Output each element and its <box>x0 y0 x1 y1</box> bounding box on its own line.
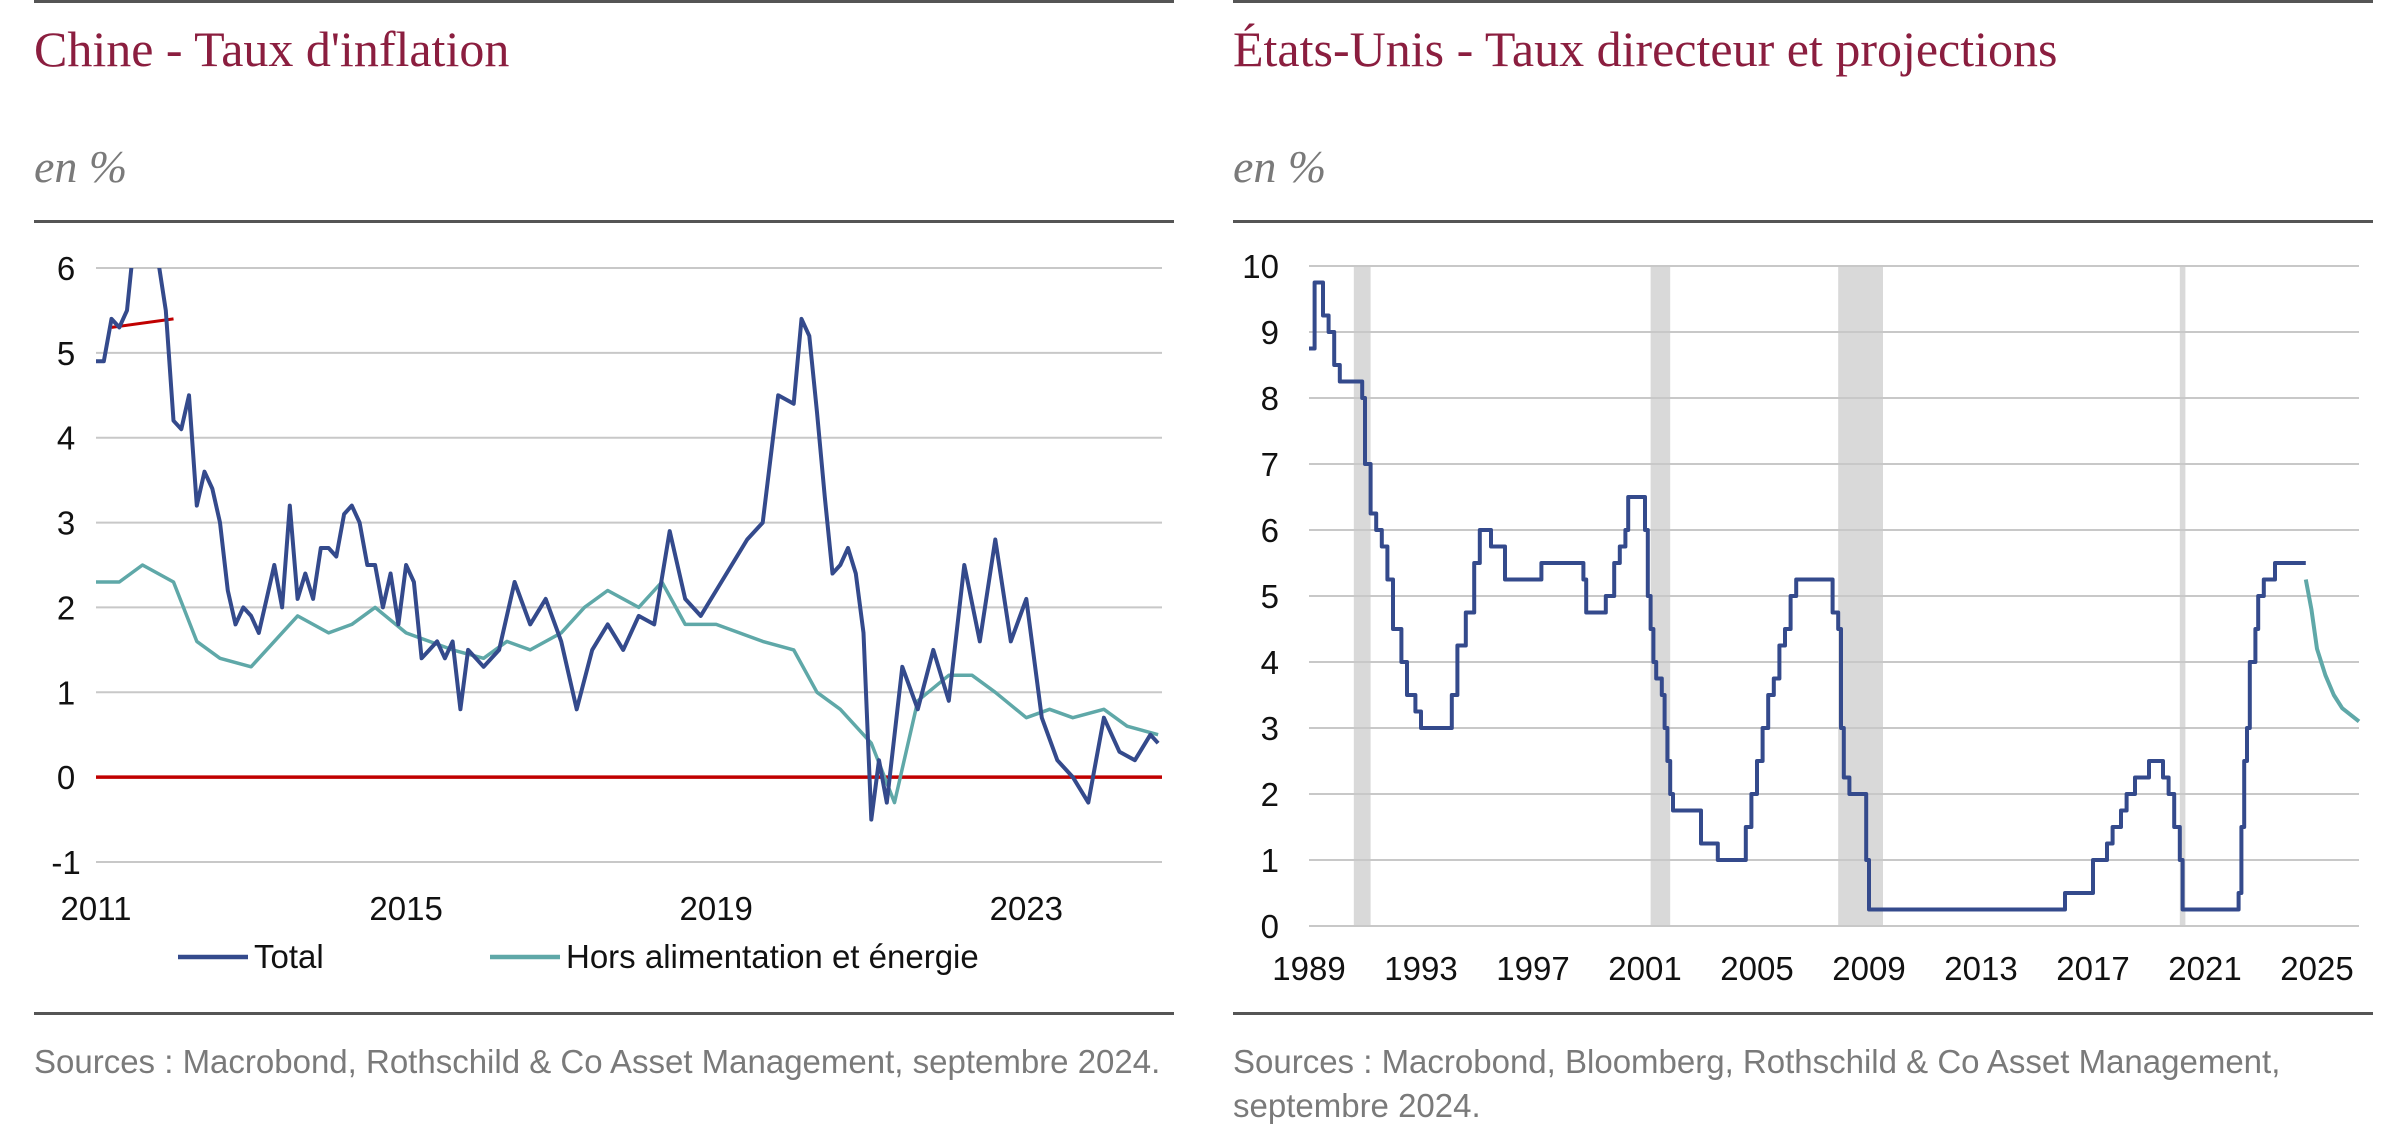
policy-rate-line <box>1309 280 2306 912</box>
mid-rule <box>34 220 1174 223</box>
x-axis-ticks: 1989 1993 1997 2001 2005 2009 2013 2017 2021 2025 <box>1272 950 2353 987</box>
y-tick-label: 1 <box>1261 842 1279 879</box>
y-tick-label: 7 <box>1261 446 1279 483</box>
series-total-line <box>96 268 1160 822</box>
y-tick-label: 3 <box>1261 710 1279 747</box>
y-tick-label: 6 <box>57 250 75 287</box>
y-tick-label: 1 <box>57 674 75 711</box>
x-tick-label: 1989 <box>1272 950 1345 987</box>
series-lines <box>96 268 1160 822</box>
x-tick-label: 2023 <box>990 890 1063 927</box>
unit-label: en % <box>1233 141 1327 192</box>
x-tick-label: 1993 <box>1384 950 1457 987</box>
chart-title: États-Unis - Taux directeur et projectio… <box>1233 21 2058 77</box>
y-axis-ticks: -1 0 1 2 3 4 5 6 <box>51 250 80 881</box>
y-tick-label: 2 <box>57 589 75 626</box>
source-note: Sources : Macrobond, Bloomberg, Rothschi… <box>1233 1043 2281 1124</box>
y-tick-label: -1 <box>51 844 80 881</box>
y-tick-label: 6 <box>1261 512 1279 549</box>
x-tick-label: 2013 <box>1944 950 2017 987</box>
y-tick-label: 10 <box>1242 248 1279 285</box>
x-tick-label: 2001 <box>1608 950 1681 987</box>
chart-title: Chine - Taux d'inflation <box>34 21 510 77</box>
unit-label: en % <box>34 141 128 192</box>
y-axis-ticks: 0 1 2 3 4 5 6 7 8 9 10 <box>1242 248 1279 945</box>
y-tick-label: 4 <box>57 420 75 457</box>
panel-us-policy-rate: États-Unis - Taux directeur et projectio… <box>1233 0 2373 1146</box>
mid-rule <box>1233 220 2373 223</box>
y-tick-label: 3 <box>57 505 75 542</box>
china-inflation-chart: -1 0 1 2 3 4 5 6 2011 2015 2019 2023 Total Hors ali… <box>51 250 1162 975</box>
grid <box>96 267 1162 863</box>
legend-total-label: Total <box>254 938 324 975</box>
zero-reference <box>96 317 1162 779</box>
x-axis-ticks: 2011 2015 2019 2023 <box>61 890 1064 927</box>
x-tick-label: 1997 <box>1496 950 1569 987</box>
projection-line <box>2303 579 2361 723</box>
legend: Total Hors alimentation et énergie <box>178 938 979 975</box>
x-tick-label: 2021 <box>2168 950 2241 987</box>
x-tick-label: 2025 <box>2280 950 2353 987</box>
top-rule <box>1233 0 2373 3</box>
y-tick-label: 0 <box>57 759 75 796</box>
x-tick-label: 2019 <box>680 890 753 927</box>
x-tick-label: 2015 <box>369 890 442 927</box>
bottom-rule <box>1233 1012 2373 1015</box>
x-tick-label: 2005 <box>1720 950 1793 987</box>
y-tick-label: 9 <box>1261 314 1279 351</box>
y-tick-label: 0 <box>1261 908 1279 945</box>
y-tick-label: 5 <box>1261 578 1279 615</box>
source-note: Sources : Macrobond, Rothschild & Co Ass… <box>34 1043 1161 1080</box>
us-policy-rate-chart: 0 1 2 3 4 5 6 7 8 9 10 1989 1993 1997 2001 2005 2009 201… <box>1242 248 2361 987</box>
series-lines <box>1309 280 2361 912</box>
bottom-rule <box>34 1012 1174 1015</box>
legend-core-label: Hors alimentation et énergie <box>566 938 979 975</box>
y-tick-label: 2 <box>1261 776 1279 813</box>
x-tick-label: 2017 <box>2056 950 2129 987</box>
panel-china-inflation: Chine - Taux d'inflation en % -1 0 1 2 3 4 5 6 … <box>34 0 1174 1146</box>
y-tick-label: 5 <box>57 335 75 372</box>
series-core-line <box>96 563 1159 805</box>
x-tick-label: 2011 <box>61 890 132 927</box>
x-tick-label: 2009 <box>1832 950 1905 987</box>
y-tick-label: 8 <box>1261 380 1279 417</box>
top-rule <box>34 0 1174 3</box>
y-tick-label: 4 <box>1261 644 1279 681</box>
